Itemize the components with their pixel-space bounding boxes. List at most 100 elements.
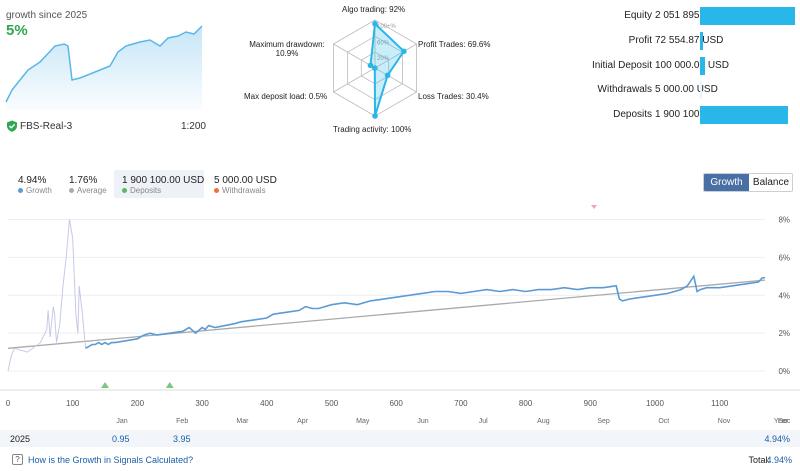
summary-average[interactable]: 1.76% Average	[61, 170, 111, 198]
growth-line	[85, 274, 766, 349]
deposit-marker	[165, 382, 174, 388]
leverage-value: 1:200	[180, 121, 206, 132]
radar-axis	[374, 67, 417, 93]
balance-tab-button[interactable]: Balance	[749, 174, 792, 191]
withdrawal-marker	[591, 205, 597, 209]
radar-point	[367, 62, 374, 69]
y-tick-label: 8%	[778, 215, 790, 224]
stat-value: 1 900 100.00 USD	[655, 109, 738, 120]
year-axis-label: Year	[774, 418, 789, 425]
stat-bar	[700, 57, 705, 75]
x-tick-label: 600	[390, 399, 404, 408]
legend-dot-icon	[69, 188, 74, 194]
month-label: Jan	[116, 418, 127, 425]
y-tick-label: 2%	[778, 329, 790, 338]
month-label: Oct	[658, 418, 669, 425]
stat-withdrawals: Withdrawals 5 000.00 USD	[540, 81, 795, 99]
summary-growth[interactable]: 4.94% Growth	[10, 170, 58, 198]
radar-label-algo-trading: Algo trading: 92%	[342, 5, 406, 14]
summary-value: 1 900 100.00 USD	[122, 175, 205, 186]
radar-point	[372, 113, 378, 119]
average-line	[7, 279, 766, 349]
stat-value: 5 000.00 USD	[655, 84, 718, 95]
stat-value: 72 554.87 USD	[655, 35, 724, 46]
footer-row: ? How is the Growth in Signals Calculate…	[0, 453, 800, 469]
chart-mode-toggle: Growth Balance	[703, 173, 793, 192]
x-tick-label: 900	[584, 399, 598, 408]
stat-name: Withdrawals	[597, 84, 652, 95]
month-label: Apr	[297, 418, 309, 425]
stat-bar	[700, 32, 703, 50]
radar-point	[371, 65, 378, 71]
x-tick-label: 200	[131, 399, 145, 408]
summary-value: 5 000.00 USD	[214, 175, 277, 186]
x-tick-label: 1100	[711, 399, 729, 408]
stat-initial-deposit: Initial Deposit 100 000.00 USD	[540, 57, 795, 75]
summary-label: Average	[69, 186, 107, 195]
y-tick-label: 4%	[778, 291, 790, 300]
month-label: Jun	[417, 418, 428, 425]
month-label: Aug	[537, 418, 550, 425]
y-tick-label: 0%	[778, 367, 790, 376]
radar-label-max-drawdown: Maximum drawdown: 10.9%	[249, 40, 325, 58]
radar-point	[384, 72, 391, 79]
stat-equity: Equity 2 051 895.48 USD	[540, 7, 795, 25]
growth-tab-button[interactable]: Growth	[704, 174, 749, 191]
radar-label-profit-trades: Profit Trades: 69.6%	[418, 40, 491, 49]
radar-point	[372, 21, 378, 27]
stat-name: Equity	[624, 10, 652, 21]
x-tick-label: 700	[454, 399, 468, 408]
x-tick-label: 300	[195, 399, 209, 408]
growth-line-early	[7, 219, 87, 372]
mini-growth-chart	[5, 25, 203, 110]
summary-withdrawals[interactable]: 5 000.00 USD Withdrawals	[206, 170, 286, 198]
trading-radar-chart: 100+% 60% 20% Algo trading: 92% Profit Tra…	[230, 0, 520, 140]
legend-dot-icon	[18, 188, 23, 194]
radar-point	[401, 48, 407, 55]
stat-name: Initial Deposit	[591, 60, 652, 71]
summary-value: 1.76%	[69, 175, 98, 186]
month-label: Mar	[236, 418, 249, 425]
stat-name: Deposits	[613, 109, 652, 120]
radar-ring-label: 20%	[377, 56, 390, 62]
month-label: Dec	[778, 418, 791, 425]
help-icon[interactable]: ?	[12, 454, 23, 465]
month-value-feb: 3.95	[173, 434, 191, 444]
deposit-marker	[101, 382, 110, 388]
growth-since-label: growth since 2025	[6, 10, 88, 21]
summary-value: 4.94%	[18, 175, 47, 186]
radar-axis	[374, 43, 417, 69]
total-label: Total:	[748, 455, 770, 465]
summary-label: Withdrawals	[214, 186, 266, 195]
x-tick-label: 400	[260, 399, 274, 408]
radar-ring-label: 100+%	[377, 24, 397, 30]
shield-check-icon	[7, 120, 17, 132]
month-label: May	[356, 418, 370, 425]
growth-calculation-link[interactable]: How is the Growth in Signals Calculated?	[28, 455, 194, 465]
x-tick-label: 1000	[646, 399, 664, 408]
x-tick-label: 800	[519, 399, 533, 408]
summary-deposits[interactable]: 1 900 100.00 USD Deposits	[114, 170, 204, 198]
stat-bar	[700, 106, 788, 124]
month-label: Feb	[176, 418, 188, 425]
stat-name: Profit	[628, 35, 652, 46]
summary-label: Deposits	[122, 186, 161, 195]
stat-profit: Profit 72 554.87 USD	[540, 32, 795, 50]
year-summary-row: 2025 0.95 3.95 4.94%	[0, 430, 800, 447]
month-label: Nov	[718, 418, 731, 425]
account-row: FBS-Real-3 1:200	[6, 120, 206, 134]
month-label: Jul	[479, 418, 488, 425]
year-total: 4.94%	[764, 434, 790, 444]
radar-ring-label: 60%	[377, 40, 390, 46]
legend-dot-icon	[122, 188, 127, 194]
stat-value: 2 051 895.48 USD	[655, 10, 738, 21]
radar-label-trading-activity: Trading activity: 100%	[333, 125, 412, 134]
y-tick-label: 6%	[778, 253, 790, 262]
mini-chart-line	[5, 25, 203, 103]
stat-value: 100 000.00 USD	[655, 60, 729, 71]
account-name[interactable]: FBS-Real-3	[20, 121, 73, 132]
total-value: 4.94%	[766, 455, 792, 465]
x-tick-label: 0	[6, 399, 11, 408]
radar-label-max-deposit-load: Max deposit load: 0.5%	[244, 92, 328, 101]
month-label: Sep	[597, 418, 610, 425]
